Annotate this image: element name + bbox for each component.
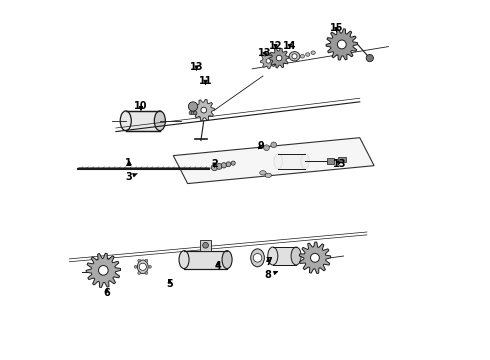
Polygon shape [269, 48, 289, 68]
Ellipse shape [179, 251, 189, 269]
Ellipse shape [120, 111, 131, 131]
Circle shape [276, 55, 282, 61]
Bar [278, 154, 305, 169]
Ellipse shape [306, 53, 310, 56]
Circle shape [98, 266, 108, 275]
Ellipse shape [222, 251, 232, 269]
Text: 14: 14 [283, 41, 296, 50]
Text: 13: 13 [190, 62, 203, 72]
Ellipse shape [289, 51, 300, 61]
Polygon shape [193, 99, 215, 121]
Circle shape [138, 271, 141, 274]
Circle shape [253, 253, 262, 262]
Circle shape [266, 59, 270, 63]
Circle shape [271, 142, 276, 148]
Bar [273, 247, 296, 265]
Circle shape [226, 162, 231, 167]
Ellipse shape [137, 260, 148, 274]
Circle shape [221, 163, 226, 168]
Bar [338, 157, 346, 162]
Text: 6: 6 [103, 288, 110, 298]
Text: 4: 4 [215, 261, 221, 271]
Bar [200, 240, 211, 251]
Text: 13: 13 [258, 48, 271, 58]
Circle shape [191, 111, 195, 115]
Text: 7: 7 [265, 257, 271, 267]
Bar [327, 158, 334, 164]
Circle shape [145, 259, 148, 262]
Circle shape [194, 111, 197, 115]
Text: 3: 3 [125, 172, 137, 182]
Circle shape [216, 163, 222, 169]
Ellipse shape [265, 173, 271, 177]
Circle shape [231, 161, 235, 165]
Text: 12: 12 [269, 41, 282, 50]
Circle shape [366, 54, 373, 62]
Circle shape [145, 271, 148, 274]
Circle shape [264, 145, 270, 150]
Circle shape [139, 263, 147, 270]
Text: 8: 8 [265, 270, 277, 280]
Polygon shape [299, 242, 331, 274]
Text: 9: 9 [258, 141, 265, 151]
Text: 15: 15 [330, 23, 343, 33]
Ellipse shape [274, 154, 282, 169]
Circle shape [189, 111, 193, 115]
Circle shape [203, 242, 208, 248]
Text: 1: 1 [125, 158, 132, 168]
Ellipse shape [154, 111, 165, 131]
Text: 5: 5 [166, 279, 173, 289]
Ellipse shape [291, 247, 301, 265]
Circle shape [338, 40, 346, 49]
Ellipse shape [300, 54, 304, 58]
Text: 11: 11 [199, 76, 212, 86]
Ellipse shape [268, 247, 278, 265]
Circle shape [188, 102, 197, 111]
Circle shape [138, 259, 141, 262]
Ellipse shape [301, 154, 309, 169]
Circle shape [148, 265, 151, 268]
Circle shape [211, 164, 218, 171]
Circle shape [134, 265, 137, 268]
Polygon shape [86, 253, 121, 288]
Bar [126, 111, 160, 131]
Text: 13: 13 [333, 159, 347, 169]
Circle shape [311, 253, 319, 262]
Circle shape [201, 107, 207, 113]
Ellipse shape [251, 249, 265, 267]
Polygon shape [173, 138, 374, 184]
Ellipse shape [260, 171, 266, 175]
Ellipse shape [311, 51, 315, 54]
Bar [184, 251, 227, 269]
Text: 2: 2 [211, 159, 218, 169]
Polygon shape [326, 29, 358, 60]
Circle shape [292, 54, 297, 59]
Text: 10: 10 [134, 102, 148, 112]
Polygon shape [260, 53, 276, 69]
